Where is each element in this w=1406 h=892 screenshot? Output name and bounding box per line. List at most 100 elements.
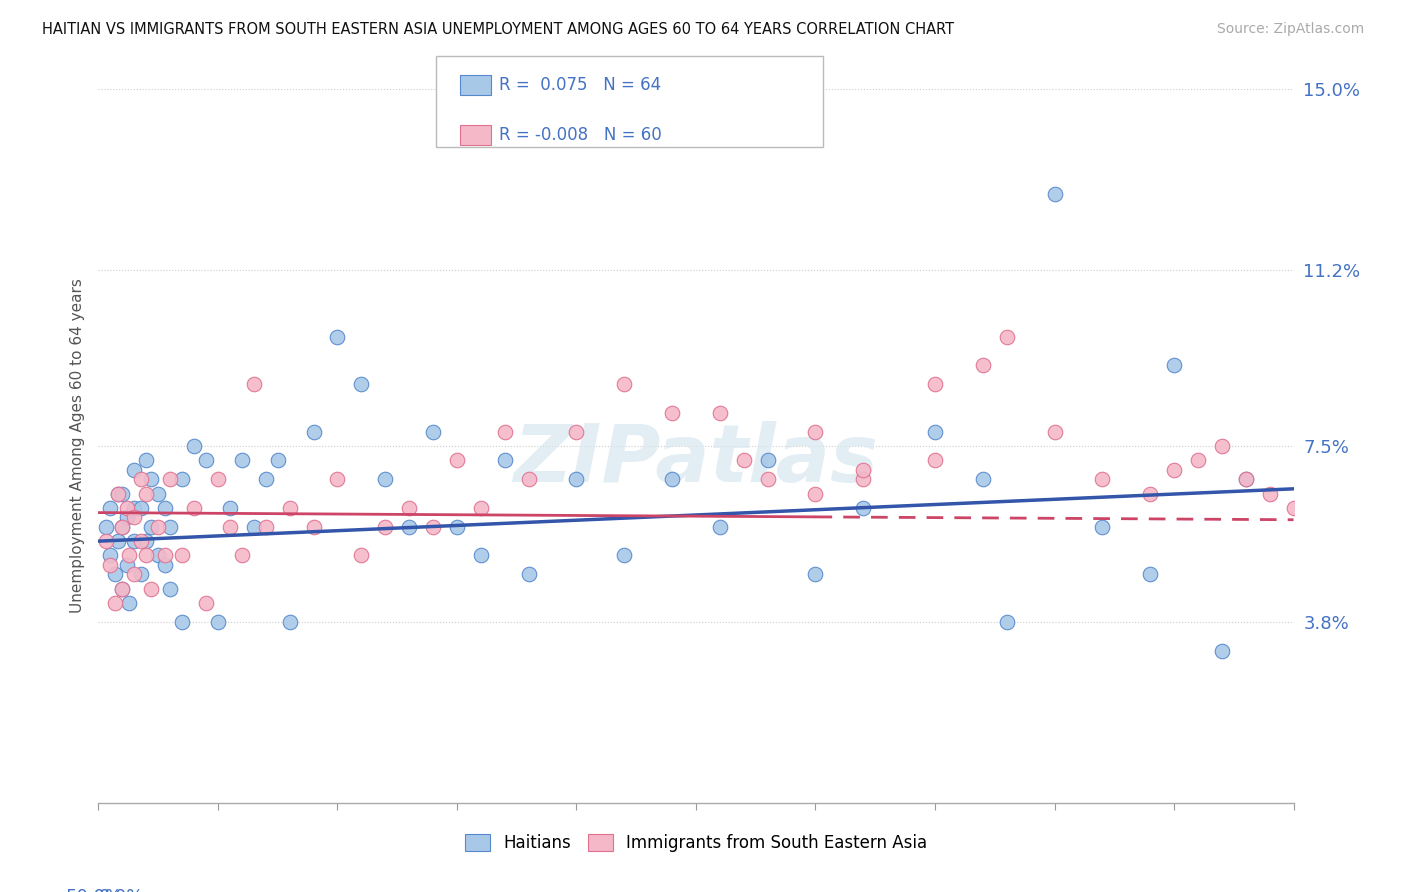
Point <box>374 520 396 534</box>
Point <box>1139 567 1161 582</box>
Text: R =  0.075   N = 64: R = 0.075 N = 64 <box>499 76 661 94</box>
Point <box>159 582 181 596</box>
Point <box>131 567 153 582</box>
Point <box>1234 472 1257 486</box>
Point <box>254 520 277 534</box>
Point <box>661 472 683 486</box>
Point <box>124 567 146 582</box>
Point <box>183 500 205 515</box>
Point <box>924 425 946 439</box>
Point <box>494 425 516 439</box>
Point <box>104 596 127 610</box>
Point <box>155 500 177 515</box>
Point <box>1234 472 1257 486</box>
Point <box>172 472 194 486</box>
Text: HAITIAN VS IMMIGRANTS FROM SOUTH EASTERN ASIA UNEMPLOYMENT AMONG AGES 60 TO 64 Y: HAITIAN VS IMMIGRANTS FROM SOUTH EASTERN… <box>42 22 955 37</box>
Point <box>1211 439 1233 453</box>
Point <box>470 549 492 563</box>
Point <box>267 453 290 467</box>
Point <box>124 510 146 524</box>
Point <box>422 520 444 534</box>
Point <box>733 453 755 467</box>
Point <box>155 558 177 572</box>
Point <box>326 329 349 343</box>
Point <box>172 549 194 563</box>
Point <box>135 549 157 563</box>
Point <box>613 377 636 392</box>
Point <box>517 472 540 486</box>
Point <box>124 534 146 549</box>
Point <box>1187 453 1209 467</box>
Point <box>131 472 153 486</box>
Text: 0.0%: 0.0% <box>98 888 143 892</box>
Point <box>1163 463 1185 477</box>
Point <box>111 486 134 500</box>
Point <box>98 558 122 572</box>
Point <box>148 520 170 534</box>
Point <box>107 534 129 549</box>
Point <box>98 549 122 563</box>
Point <box>852 500 875 515</box>
Point <box>124 463 146 477</box>
Point <box>195 453 218 467</box>
Point <box>118 549 141 563</box>
Point <box>804 425 827 439</box>
Point <box>115 500 138 515</box>
Point <box>159 520 181 534</box>
Point <box>115 558 138 572</box>
Point <box>243 377 266 392</box>
Point <box>852 463 875 477</box>
Point <box>104 567 127 582</box>
Point <box>118 596 141 610</box>
Legend: Haitians, Immigrants from South Eastern Asia: Haitians, Immigrants from South Eastern … <box>458 827 934 859</box>
Point <box>1091 472 1114 486</box>
Point <box>661 406 683 420</box>
Point <box>804 486 827 500</box>
Point <box>159 472 181 486</box>
Y-axis label: Unemployment Among Ages 60 to 64 years: Unemployment Among Ages 60 to 64 years <box>69 278 84 614</box>
Text: 50.0%: 50.0% <box>66 888 122 892</box>
Point <box>107 486 129 500</box>
Point <box>924 377 946 392</box>
Point <box>111 520 134 534</box>
Point <box>1163 358 1185 372</box>
Point <box>565 472 588 486</box>
Point <box>1258 486 1281 500</box>
Point <box>1211 643 1233 657</box>
Point <box>1139 486 1161 500</box>
Point <box>135 534 157 549</box>
Point <box>94 520 117 534</box>
Point <box>995 329 1018 343</box>
Point <box>107 486 129 500</box>
Point <box>278 615 301 629</box>
Point <box>94 534 117 549</box>
Point <box>183 439 205 453</box>
Point <box>124 500 146 515</box>
Point <box>494 453 516 467</box>
Point <box>709 406 731 420</box>
Point <box>139 520 162 534</box>
Point <box>1282 500 1305 515</box>
Point <box>302 520 325 534</box>
Point <box>219 500 242 515</box>
Point <box>254 472 277 486</box>
Point <box>350 549 373 563</box>
Point <box>302 425 325 439</box>
Point <box>709 520 731 534</box>
Point <box>326 472 349 486</box>
Point <box>155 549 177 563</box>
Point <box>924 453 946 467</box>
Point <box>111 520 134 534</box>
Point <box>131 500 153 515</box>
Point <box>207 472 229 486</box>
Point <box>115 510 138 524</box>
Point <box>852 472 875 486</box>
Point <box>111 582 134 596</box>
Point <box>111 582 134 596</box>
Point <box>207 615 229 629</box>
Text: R = -0.008   N = 60: R = -0.008 N = 60 <box>499 126 662 144</box>
Point <box>1043 186 1066 201</box>
Point <box>422 425 444 439</box>
Point <box>398 500 420 515</box>
Point <box>219 520 242 534</box>
